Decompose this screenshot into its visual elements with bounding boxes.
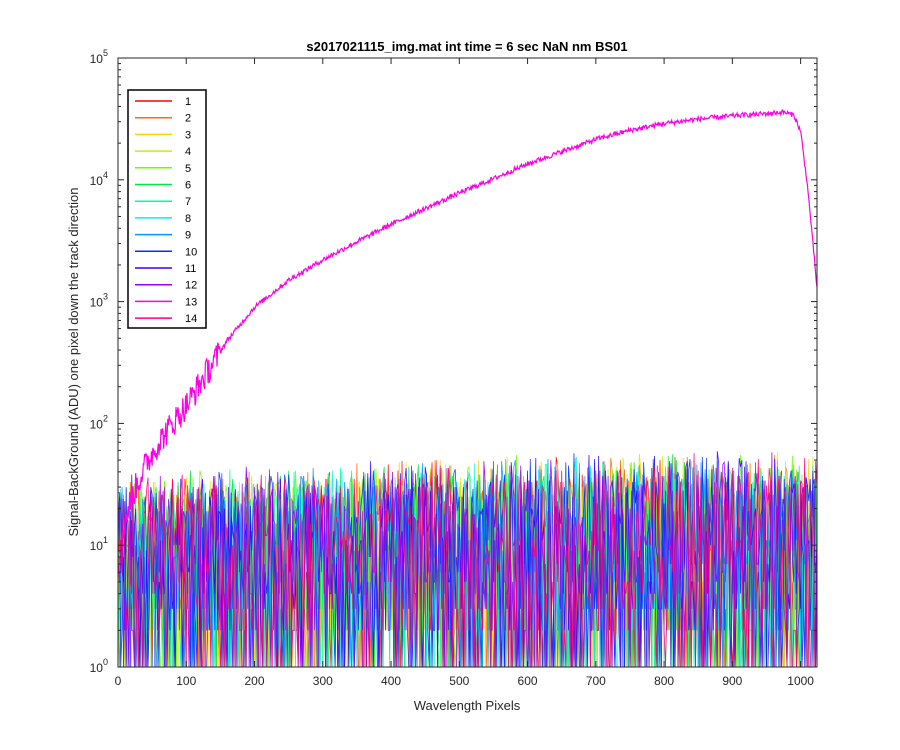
legend-entry-label: 7 bbox=[185, 196, 191, 208]
series-layer bbox=[118, 108, 817, 667]
y-tick-label: 103 bbox=[90, 292, 108, 310]
legend-entry-label: 12 bbox=[185, 280, 197, 292]
y-tick-label: 100 bbox=[90, 657, 108, 675]
x-tick-label: 200 bbox=[245, 674, 265, 688]
legend-entry-label: 2 bbox=[185, 113, 191, 125]
legend-entry-label: 9 bbox=[185, 230, 191, 242]
legend-entry-label: 13 bbox=[185, 296, 197, 308]
chart-title: s2017021115_img.mat int time = 6 sec NaN… bbox=[306, 39, 627, 54]
legend-entry-label: 11 bbox=[185, 263, 196, 275]
legend-entry-label: 6 bbox=[185, 180, 191, 192]
x-tick-label: 300 bbox=[313, 674, 333, 688]
y-tick-label: 102 bbox=[90, 413, 108, 431]
x-axis: 0 100 200 300 400 500 600 700 800 900 1000 bbox=[115, 58, 814, 688]
x-tick-label: 800 bbox=[654, 674, 674, 688]
legend-entry-label: 8 bbox=[185, 213, 191, 225]
legend-entry-label: 3 bbox=[185, 129, 191, 141]
y-tick-base: 10 bbox=[90, 296, 104, 310]
x-tick-label: 400 bbox=[381, 674, 401, 688]
legend-entry-label: 14 bbox=[185, 313, 197, 325]
y-tick-exp: 3 bbox=[103, 292, 108, 302]
legend-entry-label: 1 bbox=[185, 96, 191, 108]
plot-frame bbox=[117, 57, 818, 668]
legend-box bbox=[127, 89, 207, 329]
x-tick-label: 700 bbox=[586, 674, 606, 688]
series-line-13 bbox=[120, 108, 817, 541]
y-tick-base: 10 bbox=[90, 52, 104, 66]
y-tick-base: 10 bbox=[90, 174, 104, 188]
legend-entry-label: 4 bbox=[185, 146, 191, 158]
y-tick-base: 10 bbox=[90, 661, 104, 675]
x-tick-label: 0 bbox=[115, 674, 122, 688]
x-tick-label: 100 bbox=[176, 674, 196, 688]
x-tick-label: 900 bbox=[722, 674, 742, 688]
legend-entry-label: 5 bbox=[185, 163, 191, 175]
y-tick-label: 104 bbox=[90, 170, 108, 188]
legend-entry-label: 10 bbox=[185, 246, 197, 258]
y-tick-exp: 0 bbox=[103, 657, 108, 667]
y-tick-exp: 5 bbox=[103, 48, 108, 58]
y-tick-base: 10 bbox=[90, 417, 104, 431]
y-tick-label: 101 bbox=[90, 535, 108, 553]
x-tick-label: 500 bbox=[449, 674, 469, 688]
y-axis-label: Signal-BackGround (ADU) one pixel down t… bbox=[66, 187, 81, 536]
y-tick-exp: 1 bbox=[103, 535, 108, 545]
y-tick-exp: 2 bbox=[103, 413, 108, 423]
series-line-14 bbox=[118, 453, 817, 667]
x-tick-label: 1000 bbox=[787, 674, 814, 688]
x-tick-label: 600 bbox=[518, 674, 538, 688]
y-tick-label: 105 bbox=[90, 48, 108, 66]
y-tick-exp: 4 bbox=[103, 170, 108, 180]
y-tick-base: 10 bbox=[90, 539, 104, 553]
x-axis-label: Wavelength Pixels bbox=[414, 698, 521, 713]
